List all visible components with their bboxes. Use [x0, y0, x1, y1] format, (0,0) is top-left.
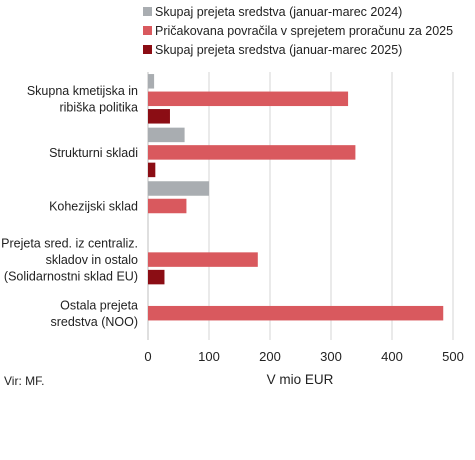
bar [148, 181, 209, 196]
category-label: Skupna kmetijska in [27, 84, 138, 98]
category-label: ribiška politika [59, 101, 138, 115]
x-tick-label: 200 [259, 349, 281, 364]
bar [148, 269, 165, 285]
category-label: Strukturni skladi [49, 146, 138, 160]
x-tick-label: 400 [381, 349, 403, 364]
x-tick-label: 300 [320, 349, 342, 364]
category-label: Prejeta sred. iz centraliz. [1, 237, 138, 251]
category-label: skladov in ostalo [46, 253, 138, 267]
bar [148, 252, 258, 267]
legend-swatch [143, 45, 152, 54]
bar [148, 198, 187, 214]
bar [148, 91, 349, 107]
bar [148, 74, 155, 89]
source-note: Vir: MF. [4, 374, 45, 388]
bar [148, 305, 444, 321]
bar [148, 162, 156, 178]
bar [148, 145, 356, 160]
x-tick-label: 500 [442, 349, 464, 364]
bar [148, 109, 170, 124]
legend-swatch [143, 7, 152, 16]
x-axis-title: V mio EUR [267, 372, 334, 387]
legend-swatch [143, 26, 152, 35]
category-label: Ostala prejeta [60, 298, 138, 312]
category-label: sredstva (NOO) [50, 315, 138, 329]
legend-label: Pričakovana povračila v sprejetem prorač… [155, 24, 453, 38]
bar [148, 127, 185, 143]
x-tick-label: 0 [144, 349, 151, 364]
legend-label: Skupaj prejeta sredstva (januar-marec 20… [155, 43, 402, 57]
category-label: Kohezijski sklad [49, 200, 138, 214]
category-label: (Solidarnostni sklad EU) [4, 270, 138, 284]
legend-label: Skupaj prejeta sredstva (januar-marec 20… [155, 5, 402, 19]
x-tick-label: 100 [198, 349, 220, 364]
